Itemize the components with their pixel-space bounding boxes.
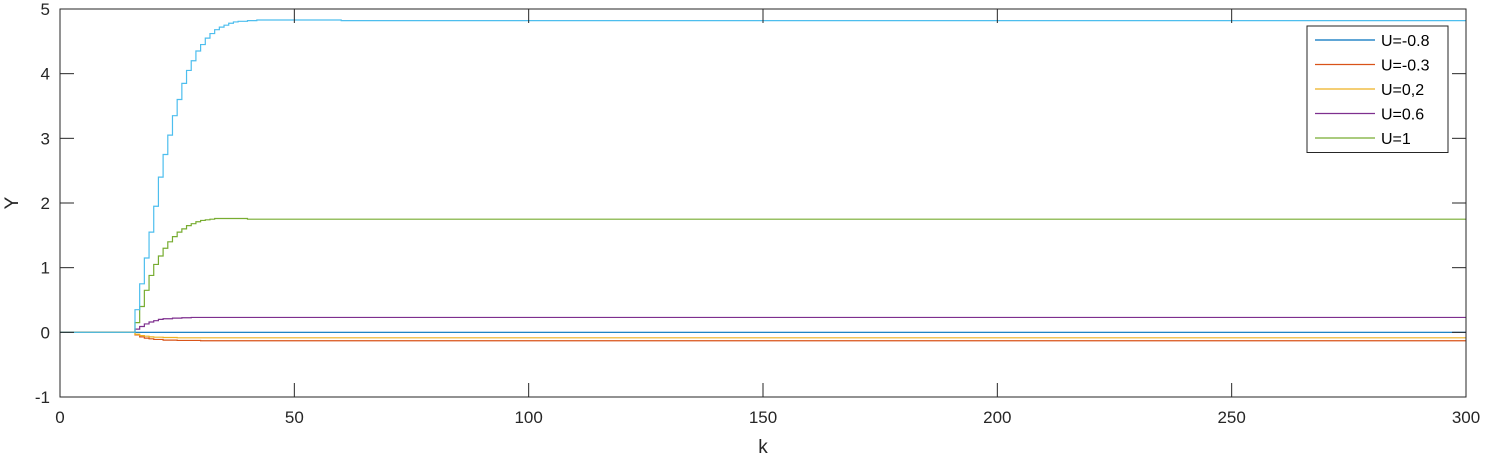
x-tick-label: 100 xyxy=(514,408,542,427)
legend-box xyxy=(1306,25,1449,153)
plot-area xyxy=(60,9,1466,397)
series-line-6 xyxy=(60,19,1466,333)
x-tick-label: 0 xyxy=(55,408,64,427)
x-tick-label: 150 xyxy=(749,408,777,427)
y-tick-label: 3 xyxy=(41,129,50,148)
series-line-5 xyxy=(60,217,1466,333)
series-line-3 xyxy=(60,331,1466,339)
series-line-2 xyxy=(60,331,1466,342)
y-tick-label: 0 xyxy=(41,323,50,342)
legend-entry: U=0,2 xyxy=(1381,82,1424,99)
x-tick-label: 50 xyxy=(285,408,304,427)
legend-entry: U=1 xyxy=(1381,131,1411,148)
legend-entry: U=-0.8 xyxy=(1381,33,1430,50)
y-axis-label: Y xyxy=(2,196,23,209)
y-tick-label: 4 xyxy=(41,65,50,84)
y-tick-label: 5 xyxy=(41,0,50,19)
x-tick-label: 200 xyxy=(983,408,1011,427)
y-tick-label: 1 xyxy=(41,259,50,278)
series-line-4 xyxy=(60,316,1466,333)
x-axis-label: k xyxy=(758,437,768,456)
legend-entry: U=0.6 xyxy=(1381,107,1424,124)
y-tick-label: 2 xyxy=(41,194,50,213)
legend: U=-0.8 U=-0.3 U=0,2 U=0.6 U=1 xyxy=(1306,25,1449,153)
x-tick-label: 250 xyxy=(1217,408,1245,427)
y-tick-label: -1 xyxy=(35,388,50,407)
legend-entry: U=-0.3 xyxy=(1381,58,1430,75)
x-tick-label: 300 xyxy=(1452,408,1480,427)
